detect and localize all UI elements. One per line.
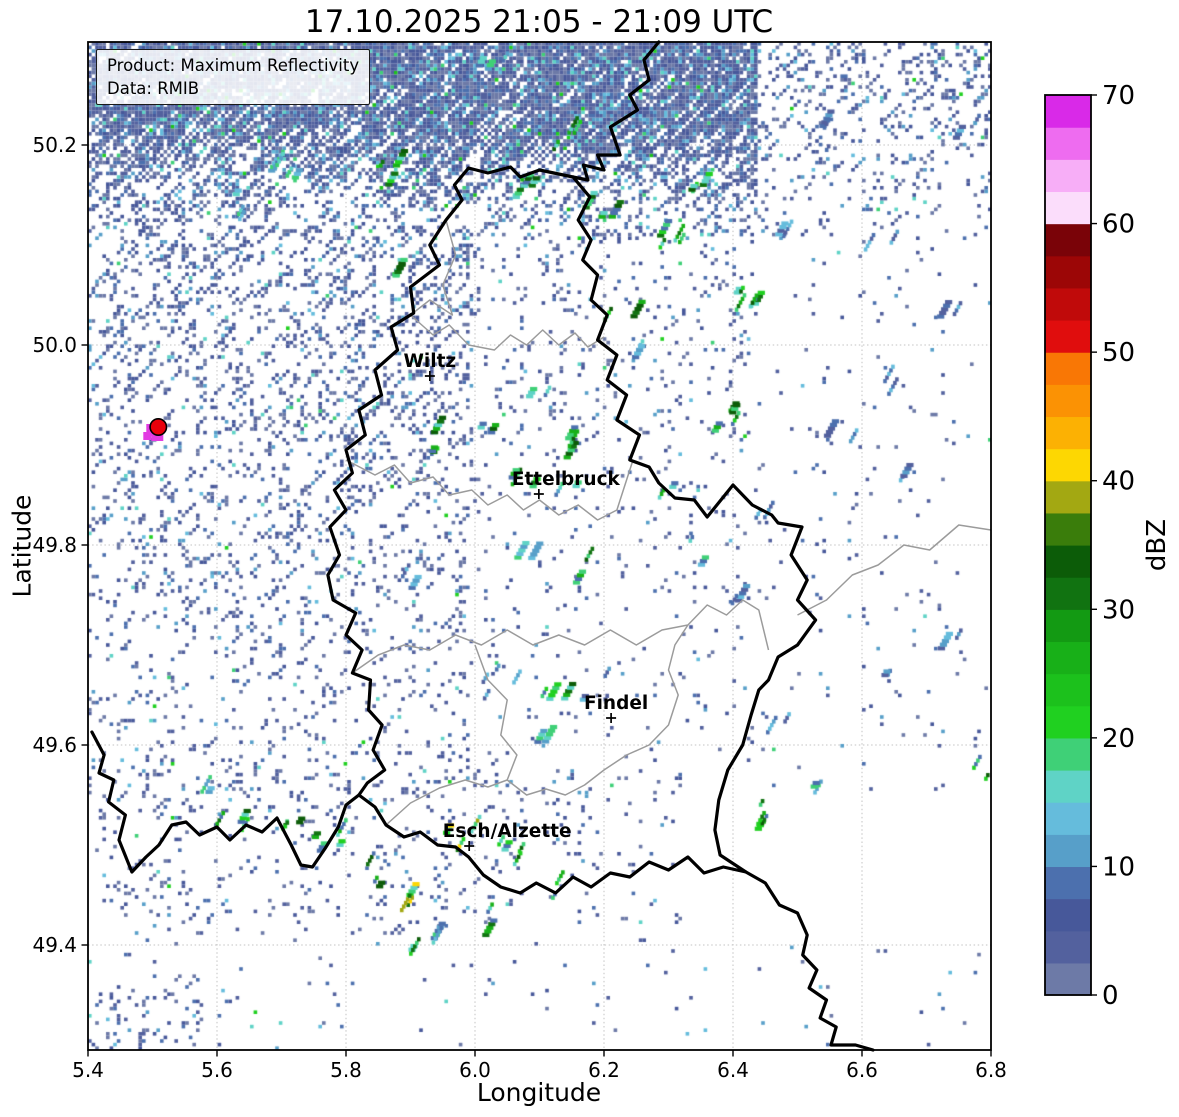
x-tick-label: 6.2 <box>588 1058 620 1082</box>
x-tick-label: 5.4 <box>72 1058 104 1082</box>
colorbar-segment <box>1045 898 1091 932</box>
colorbar-segment <box>1045 609 1091 643</box>
colorbar-segment <box>1045 255 1091 289</box>
data-source-line: Data: RMIB <box>107 79 200 99</box>
district-border <box>474 624 689 796</box>
city-label: Esch/Alzette <box>443 821 572 842</box>
colorbar-segment <box>1045 448 1091 482</box>
city-label: Findel <box>584 693 648 714</box>
district-border <box>797 524 992 616</box>
district-border <box>351 599 770 674</box>
colorbar-tick-label: 70 <box>1102 81 1135 111</box>
colorbar-tick-label: 50 <box>1102 338 1135 368</box>
x-tick-label: 6.8 <box>975 1058 1007 1082</box>
city-marker <box>464 841 475 851</box>
city-label: Ettelbruck <box>512 469 621 490</box>
colorbar-segment <box>1045 737 1091 771</box>
colorbar-segment <box>1045 962 1091 996</box>
colorbar-segment <box>1045 159 1091 193</box>
colorbar-segment <box>1045 866 1091 900</box>
colorbar-tick-label: 20 <box>1102 724 1135 754</box>
colorbar-segment <box>1045 545 1091 578</box>
colorbar-tick-label: 30 <box>1102 595 1135 625</box>
y-tick-label: 49.8 <box>32 533 77 557</box>
colorbar-segment <box>1045 770 1091 803</box>
y-tick-label: 49.4 <box>32 933 77 957</box>
colorbar-segment <box>1045 223 1091 257</box>
x-axis-label: Longitude <box>476 1078 602 1107</box>
colorbar-segment <box>1045 287 1091 321</box>
colorbar-tick-label: 60 <box>1102 210 1135 240</box>
colorbar-segment <box>1045 320 1091 353</box>
city-marker <box>424 371 435 381</box>
colorbar-segment <box>1045 673 1091 707</box>
x-tick-label: 5.6 <box>201 1058 233 1082</box>
country-border <box>90 730 361 874</box>
x-tick-label: 6.0 <box>459 1058 491 1082</box>
colorbar-segment <box>1045 930 1091 964</box>
x-tick-label: 5.8 <box>330 1058 362 1082</box>
colorbar-segment <box>1045 352 1091 385</box>
country-border <box>744 870 875 1052</box>
city-marker <box>533 489 544 499</box>
figure-title: 17.10.2025 21:05 - 21:09 UTC <box>304 4 774 40</box>
colorbar-segment <box>1045 834 1091 868</box>
colorbar-segment <box>1045 416 1091 450</box>
colorbar-tick-label: 10 <box>1102 852 1135 882</box>
colorbar-segment <box>1045 127 1091 160</box>
radar-site-dot <box>149 417 168 436</box>
colorbar-segment <box>1045 191 1091 225</box>
colorbar-segment <box>1045 95 1091 128</box>
colorbar-segment <box>1045 384 1091 418</box>
product-info-line: Product: Maximum Reflectivity <box>107 56 360 75</box>
x-tick-label: 6.6 <box>846 1058 878 1082</box>
y-axis-label: Latitude <box>7 494 37 598</box>
colorbar-segment <box>1045 641 1091 675</box>
x-tick-label: 6.4 <box>717 1058 749 1082</box>
country-border <box>326 165 818 895</box>
colorbar-label: dBZ <box>1142 518 1172 572</box>
district-border <box>385 779 508 826</box>
colorbar-segment <box>1045 577 1091 610</box>
radar-artifact-pixel <box>151 431 164 441</box>
district-border <box>345 459 634 521</box>
district-border <box>409 219 605 351</box>
colorbar-segment <box>1045 512 1091 546</box>
colorbar-frame <box>1044 94 1092 996</box>
plot-frame <box>87 41 992 1051</box>
product-info-box: Product: Maximum Reflectivity Data: RMIB <box>96 49 371 106</box>
y-tick-label: 50.0 <box>32 333 77 357</box>
city-marker <box>606 713 617 723</box>
y-tick-label: 50.2 <box>32 133 77 157</box>
colorbar-segment <box>1045 802 1091 835</box>
colorbar-segment <box>1045 480 1091 514</box>
colorbar-tick-label: 40 <box>1102 467 1135 497</box>
y-tick-label: 49.6 <box>32 733 77 757</box>
colorbar-segment <box>1045 705 1091 739</box>
radar-artifact-pixel <box>143 432 152 440</box>
country-border <box>571 40 661 182</box>
colorbar-tick-label: 0 <box>1102 981 1119 1011</box>
city-label: Wiltz <box>403 351 456 372</box>
